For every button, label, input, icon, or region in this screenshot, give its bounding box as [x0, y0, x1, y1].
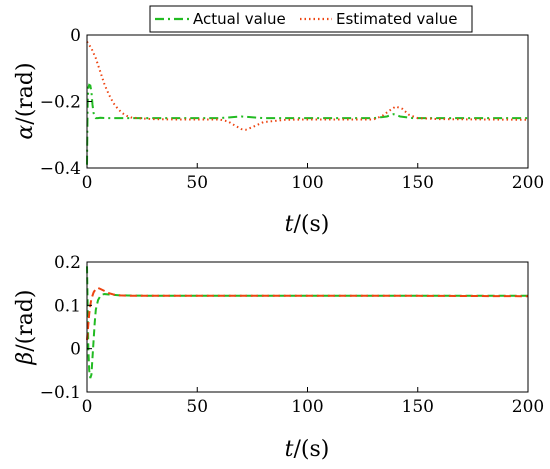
beta-xtick-label: 100 — [291, 397, 323, 417]
beta-ytick-label: 0.1 — [54, 296, 81, 316]
alpha-ylabel: α/(rad) — [13, 62, 38, 139]
alpha-xtick-label: 100 — [291, 173, 323, 193]
beta-xtick-label: 50 — [186, 397, 208, 417]
alpha-xtick-label: 200 — [512, 173, 544, 193]
alpha-xtick-label: 150 — [402, 173, 434, 193]
beta-ylabel: β/(rad) — [13, 289, 38, 365]
alpha-ticks: 0 50 100 150 200 −0.4 −0.2 0 — [40, 26, 545, 193]
alpha-xtick-label: 50 — [186, 173, 208, 193]
alpha-xlabel: t/(s) — [285, 212, 330, 237]
alpha-axes-frame — [86, 34, 529, 169]
legend-label-actual: Actual value — [193, 10, 286, 28]
beta-axes-frame — [86, 261, 529, 393]
alpha-series-actual-line — [86, 83, 528, 165]
legend-label-estimated: Estimated value — [336, 10, 458, 28]
beta-xtick-label: 200 — [512, 397, 544, 417]
beta-ytick-label: 0.2 — [54, 253, 81, 273]
alpha-ytick-label: −0.4 — [40, 159, 81, 179]
beta-ytick-label: −0.1 — [40, 383, 81, 403]
beta-series-layer — [86, 266, 529, 379]
legend: Actual value Estimated value — [149, 5, 473, 33]
alpha-xtick-label: 0 — [82, 173, 93, 193]
beta-ticks: 0 50 100 150 200−0.100.10.2 — [40, 253, 545, 417]
alpha-panel: 0 50 100 150 200 −0.4 −0.2 0 α/(rad) t/(s) — [13, 26, 544, 237]
beta-panel: 0 50 100 150 200−0.100.10.2 β/(rad) t/(s) — [13, 253, 544, 462]
beta-series-estimated-line — [86, 286, 529, 341]
beta-ytick-label: 0 — [70, 340, 81, 360]
alpha-ytick-label: −0.2 — [40, 93, 81, 113]
alpha-series-layer — [86, 41, 529, 165]
beta-xtick-label: 0 — [82, 397, 93, 417]
beta-series-actual-line — [86, 266, 528, 379]
alpha-ytick-label: 0 — [70, 26, 81, 46]
beta-xlabel: t/(s) — [285, 437, 330, 462]
alpha-series-estimated-line — [86, 41, 529, 131]
legend-box — [149, 5, 473, 33]
beta-xtick-label: 150 — [402, 397, 434, 417]
